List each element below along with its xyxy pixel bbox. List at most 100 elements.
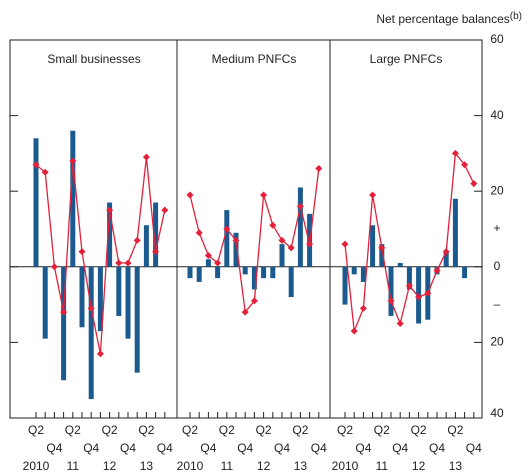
bar (134, 266, 140, 373)
line-marker (124, 259, 132, 267)
line-marker (378, 244, 386, 252)
line-marker (359, 304, 367, 312)
line-marker (69, 157, 77, 165)
bar (153, 202, 159, 267)
bar (406, 266, 412, 290)
x-tick-label: Q4 (311, 441, 327, 455)
x-tick-label: Q4 (46, 441, 62, 455)
x-year-label: 11 (67, 459, 80, 473)
line-marker (287, 244, 295, 252)
bar (224, 210, 230, 267)
y-axis-label-text: Net percentage balances (376, 12, 509, 26)
y-tick-label: 20 (490, 335, 504, 349)
bar (215, 266, 221, 279)
line-marker (152, 248, 160, 256)
bar (443, 251, 449, 267)
x-year-label: 2010 (23, 459, 50, 473)
line-marker (204, 251, 212, 259)
bar (116, 266, 122, 316)
bar (61, 266, 67, 381)
bar (288, 266, 294, 298)
y-tick-label: 0 (494, 259, 501, 273)
x-tick-label: Q4 (157, 441, 173, 455)
line-marker (451, 149, 459, 157)
x-year-label: 13 (294, 459, 308, 473)
line-marker (78, 248, 86, 256)
x-year-label: 11 (376, 459, 389, 473)
y-axis-label-note: (b) (510, 11, 522, 22)
x-year-label: 12 (257, 459, 271, 473)
line-marker (142, 153, 150, 161)
x-year-label: 13 (140, 459, 154, 473)
bar (342, 266, 348, 305)
bar (42, 266, 48, 339)
x-tick-label: Q4 (200, 441, 216, 455)
x-year-label: 11 (221, 459, 234, 473)
x-year-label: 2010 (332, 459, 359, 473)
bar (279, 244, 285, 267)
line-marker (223, 225, 231, 233)
bar (452, 198, 458, 267)
x-tick-label: Q2 (28, 423, 44, 437)
x-tick-label: Q2 (102, 423, 118, 437)
x-tick-label: Q4 (355, 441, 371, 455)
bar (251, 266, 257, 290)
line-marker (260, 191, 268, 199)
x-tick-label: Q2 (256, 423, 272, 437)
line-marker (232, 236, 240, 244)
x-tick-label: Q2 (447, 423, 463, 437)
y-tick-label: 60 (490, 32, 504, 46)
annotation: – (494, 297, 501, 311)
line-marker (433, 267, 441, 275)
x-tick-label: Q2 (337, 423, 353, 437)
line-marker (387, 297, 395, 305)
line-marker (341, 240, 349, 248)
line-marker (405, 282, 413, 290)
bar (360, 266, 366, 282)
line-marker (396, 320, 404, 327)
line-marker (442, 248, 450, 256)
bar (187, 266, 193, 279)
line-marker (241, 308, 249, 316)
line-marker (369, 191, 377, 199)
line-marker (186, 191, 194, 199)
x-tick-label: Q4 (274, 441, 290, 455)
x-tick-label: Q2 (65, 423, 81, 437)
line-marker (350, 327, 358, 335)
line-marker (278, 236, 286, 244)
x-tick-label: Q2 (292, 423, 308, 437)
x-year-label: 12 (103, 459, 117, 473)
bar (462, 266, 468, 279)
line-marker (250, 297, 258, 305)
bar (88, 266, 94, 400)
bar (388, 266, 394, 316)
x-tick-label: Q4 (392, 441, 408, 455)
line-marker (41, 168, 49, 176)
y-tick-label: 40 (490, 406, 504, 420)
line-marker (50, 263, 58, 271)
x-tick-label: Q4 (429, 441, 445, 455)
line-marker (470, 180, 478, 188)
line-marker (87, 304, 95, 312)
bar (70, 130, 76, 267)
x-tick-label: Q2 (219, 423, 235, 437)
bar (125, 266, 131, 339)
bar (297, 187, 303, 267)
line-marker (60, 308, 68, 316)
x-tick-label: Q4 (120, 441, 136, 455)
line-marker (415, 293, 423, 301)
line-marker (96, 350, 104, 358)
line-marker (214, 259, 222, 267)
y-tick-label: 20 (490, 183, 504, 197)
plot-frame (9, 39, 483, 419)
x-tick-label: Q2 (411, 423, 427, 437)
x-tick-label: Q2 (182, 423, 198, 437)
bar (79, 266, 85, 328)
bar (97, 266, 103, 332)
x-year-label: 2010 (177, 459, 204, 473)
bar (261, 266, 267, 279)
panel-title: Small businesses (47, 52, 140, 66)
line-marker (161, 206, 169, 214)
line-marker (306, 240, 314, 248)
